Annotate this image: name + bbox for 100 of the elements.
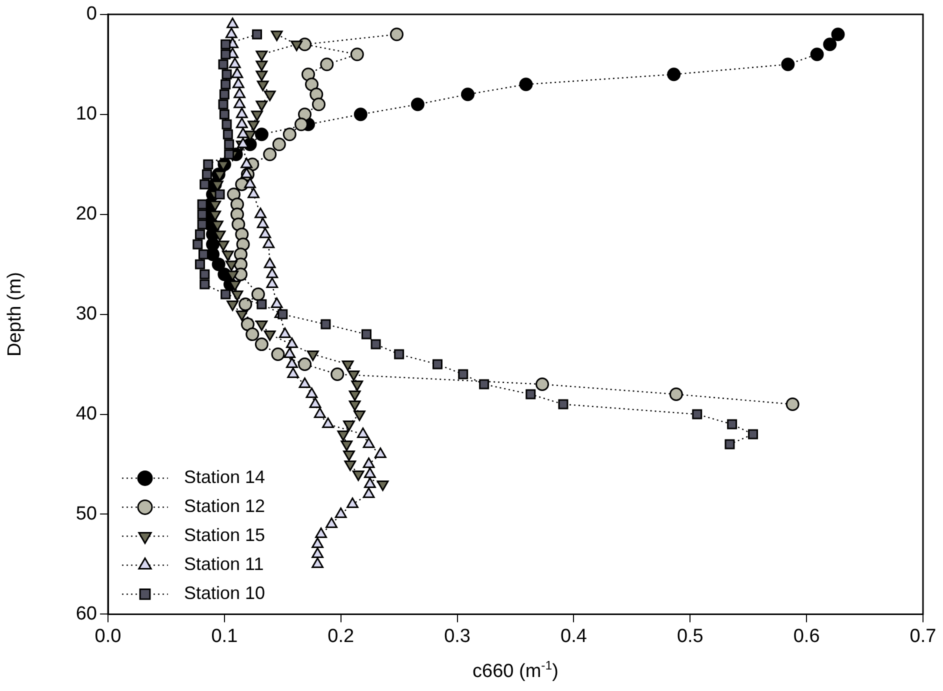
point bbox=[240, 158, 252, 168]
point bbox=[315, 527, 328, 538]
point bbox=[362, 458, 375, 468]
point bbox=[320, 58, 334, 72]
x-tick-label: 0.5 bbox=[676, 626, 704, 647]
point bbox=[305, 78, 318, 92]
point bbox=[270, 298, 283, 308]
point bbox=[362, 438, 375, 448]
point bbox=[226, 18, 239, 28]
point bbox=[786, 398, 800, 412]
point bbox=[236, 108, 248, 118]
point bbox=[197, 199, 208, 210]
point bbox=[222, 69, 232, 80]
point bbox=[256, 218, 269, 228]
point bbox=[282, 128, 296, 142]
point bbox=[263, 148, 277, 162]
point bbox=[220, 79, 231, 90]
point bbox=[364, 477, 376, 488]
point bbox=[214, 189, 225, 200]
point bbox=[330, 368, 344, 382]
point bbox=[254, 208, 266, 218]
point bbox=[458, 369, 468, 380]
x-tick-label: 0.4 bbox=[560, 626, 588, 647]
point bbox=[374, 448, 386, 458]
legend-label: Station 11 bbox=[184, 554, 264, 574]
x-tick-label: 0.2 bbox=[328, 626, 354, 647]
point bbox=[279, 328, 291, 338]
point bbox=[266, 278, 278, 288]
point bbox=[823, 38, 837, 52]
point bbox=[234, 98, 246, 108]
point bbox=[432, 359, 442, 370]
point bbox=[220, 289, 231, 300]
point bbox=[198, 249, 208, 260]
point bbox=[200, 279, 210, 290]
point bbox=[264, 258, 276, 268]
point bbox=[810, 48, 824, 62]
point bbox=[390, 28, 404, 42]
point bbox=[410, 98, 424, 112]
point bbox=[194, 229, 205, 240]
point bbox=[357, 428, 369, 438]
point bbox=[536, 378, 550, 392]
point bbox=[558, 399, 568, 410]
point bbox=[248, 188, 260, 198]
point bbox=[192, 239, 203, 250]
point bbox=[254, 128, 268, 142]
point bbox=[197, 219, 208, 230]
point bbox=[203, 159, 214, 170]
point bbox=[724, 439, 735, 450]
x-tick-label: 0.7 bbox=[910, 626, 936, 647]
point bbox=[298, 108, 312, 122]
point bbox=[312, 537, 324, 548]
point bbox=[354, 108, 368, 122]
point bbox=[234, 88, 246, 98]
point bbox=[667, 68, 681, 82]
point bbox=[266, 268, 278, 278]
point bbox=[294, 118, 308, 132]
point bbox=[326, 517, 338, 528]
x-tick-label: 0.1 bbox=[211, 626, 238, 647]
point bbox=[222, 119, 232, 130]
point bbox=[224, 139, 234, 150]
point bbox=[200, 269, 210, 280]
point bbox=[256, 299, 267, 310]
point bbox=[237, 128, 250, 138]
point bbox=[232, 78, 244, 88]
point bbox=[334, 507, 347, 518]
point bbox=[312, 547, 324, 558]
point bbox=[346, 497, 358, 508]
point bbox=[220, 39, 231, 50]
y-tick-label: 40 bbox=[76, 404, 97, 424]
point bbox=[287, 368, 300, 378]
point bbox=[461, 88, 475, 102]
point bbox=[236, 118, 248, 128]
y-tick-label: 50 bbox=[76, 503, 97, 524]
point bbox=[246, 328, 260, 342]
point bbox=[748, 429, 758, 440]
legend-label: Station 14 bbox=[184, 467, 266, 488]
y-tick-label: 60 bbox=[76, 603, 97, 624]
point bbox=[271, 348, 285, 362]
point bbox=[322, 418, 334, 428]
point bbox=[831, 28, 845, 42]
point bbox=[278, 309, 288, 320]
point bbox=[320, 319, 331, 330]
point bbox=[219, 89, 230, 100]
point bbox=[519, 78, 533, 92]
point bbox=[364, 467, 376, 478]
point bbox=[284, 348, 296, 358]
point bbox=[309, 398, 322, 408]
point bbox=[197, 209, 208, 220]
point bbox=[218, 99, 228, 110]
point bbox=[200, 179, 210, 190]
y-tick-label: 0 bbox=[86, 4, 97, 25]
x-tick-label: 0.6 bbox=[793, 626, 820, 647]
point bbox=[240, 318, 254, 332]
point bbox=[226, 188, 240, 202]
point bbox=[286, 358, 298, 368]
point bbox=[362, 487, 375, 498]
point bbox=[727, 419, 738, 430]
legend-label: Station 15 bbox=[184, 525, 266, 546]
point bbox=[218, 59, 228, 70]
point bbox=[692, 409, 702, 420]
